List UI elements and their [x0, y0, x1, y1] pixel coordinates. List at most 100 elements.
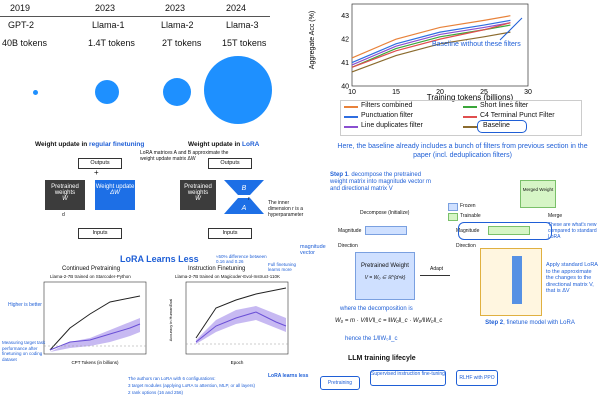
filters-annotation: Baseline without these filters — [432, 41, 521, 48]
lora-r-label: r — [248, 196, 250, 202]
filters-xtick: 25 — [480, 89, 488, 96]
lifecycle-pretraining: Pretraining — [320, 376, 360, 390]
dora-lora-ab — [512, 256, 522, 304]
tokens-gpt2: 40B tokens — [2, 38, 48, 48]
tokens-llama1: 1.4T tokens — [88, 38, 135, 48]
lora-a-matrix — [224, 198, 264, 214]
filters-series-line — [351, 15, 511, 59]
adapt-label: Adapt — [430, 266, 444, 272]
year-llama3: 2024 — [226, 3, 247, 13]
legend-swatch-filters-combined — [344, 106, 358, 108]
lora-b-matrix — [224, 180, 264, 195]
frozen-swatch — [448, 203, 458, 211]
lora-ab-matrices: B A — [224, 180, 264, 214]
timeline-divider — [0, 16, 270, 17]
model-llama3: Llama-3 — [226, 20, 259, 30]
llm-lifecycle-title: LLM training lifecyle — [348, 355, 416, 362]
model-gpt2: GPT-2 — [8, 20, 35, 30]
filters-xtick: 30 — [524, 89, 532, 96]
lll-higher-better: Higher is better — [8, 302, 42, 308]
baseline-highlight — [477, 120, 527, 133]
regular-inputs: Inputs — [78, 228, 122, 239]
lll-config-1: 3 target modules (applying LoRA to atten… — [128, 383, 255, 388]
frozen-label: Frozen — [460, 203, 476, 209]
lll-charts: CPT Tokens (in billions) Epoch Accuracy … — [43, 281, 289, 365]
direction-label-right: Direction — [456, 243, 476, 249]
circle-gpt2 — [33, 90, 38, 95]
dora-step2: Step 2, finetune model with LoRA — [485, 320, 575, 326]
tokens-llama2: 2T tokens — [162, 38, 202, 48]
dora-where-note: where the decomposition is — [340, 306, 413, 312]
dora-apply-note: Apply standard LoRA to the approximate t… — [546, 262, 598, 294]
dora-formula: W₀ = m · V/‖V‖_c = ‖W₀‖_c · W₀/‖W₀‖_c — [335, 318, 443, 324]
legend-c4: C4 Terminal Punct Filter — [480, 112, 555, 119]
filters-plot-frame — [351, 3, 529, 87]
filters-xtick: 20 — [436, 89, 444, 96]
lll-measuring-note: Measuring target task performance after … — [2, 340, 46, 362]
filters-ytick: 43 — [341, 13, 349, 20]
filters-xtick: 10 — [348, 89, 356, 96]
lll-lora-less: LoRA learns less — [268, 373, 309, 379]
dora-adapted-box — [480, 248, 542, 316]
year-llama2: 2023 — [165, 3, 186, 13]
lll-left-title: Continued Pretraining — [62, 266, 121, 272]
lll-left-lora — [49, 323, 141, 351]
legend-baseline: Baseline — [483, 122, 510, 129]
lora-matrices-note: LoRA matrices A and B approximate the we… — [140, 150, 229, 162]
filters-ylabel: Aggregate Acc (%) — [309, 11, 316, 69]
magnitude-label-left: Magnitude — [338, 228, 362, 234]
lll-title: LoRA Learns Less — [120, 254, 199, 264]
decompose-label: Decompose (Initialize) — [360, 210, 410, 216]
filters-ytick: 41 — [341, 60, 349, 67]
regular-d-label: d — [62, 212, 65, 218]
filters-series-line — [351, 24, 511, 68]
lll-right-full-ft — [195, 287, 287, 339]
dora-new-note: These are what's new compared to standar… — [548, 222, 597, 240]
legend-line-dup: Line duplicates filter — [361, 122, 423, 129]
lora-title: Weight update in LoRA — [188, 141, 260, 148]
model-llama2: Llama-2 — [161, 20, 194, 30]
lll-left-sub: Llama-2-7B trained on Starcoder-Python — [50, 274, 131, 279]
lora-pretrained-box: Pretrained weights W — [180, 180, 216, 210]
filters-xtick: 15 — [392, 89, 400, 96]
model-llama1: Llama-1 — [92, 20, 125, 30]
lll-right-lora — [195, 311, 287, 343]
direction-label-left: Direction — [338, 243, 358, 249]
trainable-label: Trainable — [460, 213, 481, 219]
merged-weight-box: Merged Weight — [520, 180, 556, 208]
magnitude-vector-left — [365, 226, 407, 235]
lll-left-xlabel: CPT Tokens (in billions) — [71, 360, 119, 365]
circle-llama2 — [163, 78, 191, 106]
magnitude-label-right: Magnitude — [456, 228, 480, 234]
legend-punctuation: Punctuation filter — [361, 112, 414, 119]
filters-series-line — [351, 22, 511, 66]
merge-label: Merge — [548, 213, 563, 219]
filters-ytick: 42 — [341, 37, 349, 44]
filters-chart: 10 15 20 25 30 40 41 42 43 Aggregate Acc (%) Tra… — [309, 3, 532, 102]
lora-inputs: Inputs — [208, 228, 252, 239]
legend-swatch-baseline — [463, 126, 477, 128]
filters-annotation-arrow — [499, 17, 523, 41]
legend-swatch-short-lines — [463, 106, 477, 108]
circle-llama1 — [95, 80, 119, 104]
regular-outputs: Outputs — [78, 158, 122, 169]
lifecycle-sft: Supervised instruction fine-tuning — [370, 370, 446, 386]
filters-caption: Here, the baseline already includes a bu… — [337, 143, 588, 159]
magnitude-vector-note: magnitude vector — [300, 244, 326, 256]
filters-series-line — [351, 22, 511, 68]
legend-swatch-c4 — [463, 116, 477, 118]
lll-right-title: Instruction Finetuning — [188, 266, 246, 272]
legend-swatch-punctuation — [344, 116, 358, 118]
lora-a-label: A — [241, 205, 247, 212]
lll-diff-note: ≈50% difference between 0.16 and 0.26 — [216, 254, 267, 264]
tokens-llama3: 15T tokens — [222, 38, 267, 48]
lll-ylabel: Accuracy in HumanEval — [168, 299, 173, 342]
magnitude-vector-right — [488, 226, 530, 235]
regular-plus: + — [94, 168, 99, 177]
lll-configs-note: The authors ran LoRA with 6 configuratio… — [128, 376, 216, 381]
trainable-swatch — [448, 213, 458, 221]
dora-hence: hence the 1/‖W₀‖_c — [345, 336, 398, 342]
dora-pretrained-box: Pretrained Weight V = W₀ ∈ ℝ^{d×k} — [355, 252, 415, 300]
filters-xlabel: Training tokens (billions) — [427, 93, 514, 102]
lifecycle-rlhf: RLHF with PPO — [456, 370, 498, 386]
